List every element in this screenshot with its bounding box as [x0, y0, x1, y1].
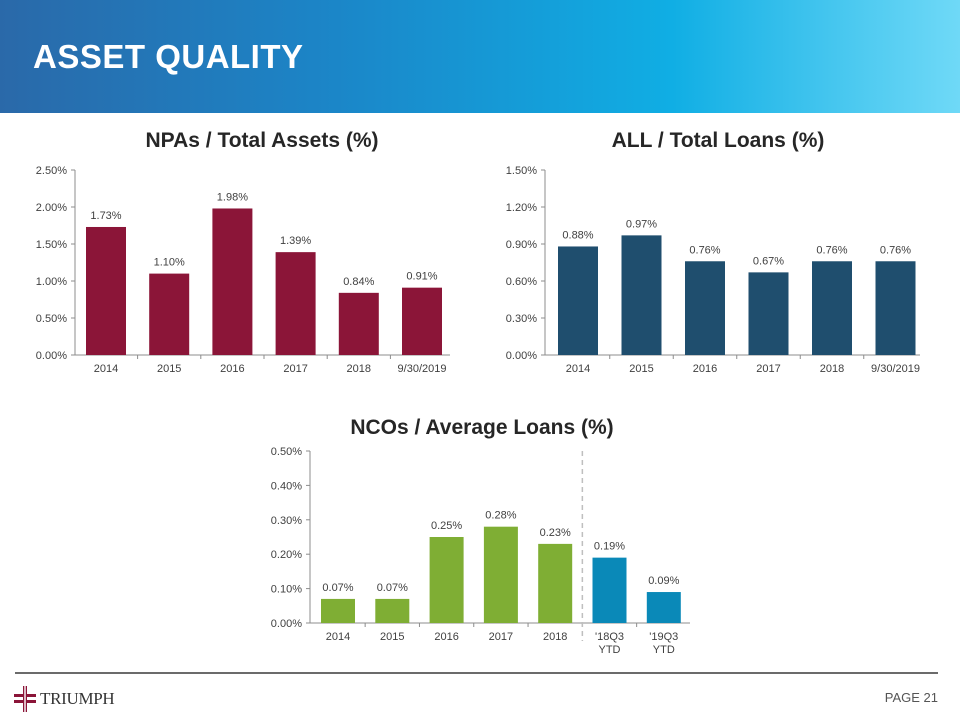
page-title: ASSET QUALITY	[33, 38, 304, 75]
chart-title: ALL / Total Loans (%)	[612, 129, 825, 152]
data-label: 0.88%	[562, 229, 593, 241]
bar	[483, 526, 518, 623]
chart-title: NCOs / Average Loans (%)	[350, 416, 613, 439]
y-tick-label: 2.50%	[36, 165, 67, 177]
chart-2: ALL / Total Loans (%) 0.00% 0.30% 0.60% 0.90…	[506, 129, 920, 375]
x-tick-label: 2017	[756, 363, 780, 375]
chart-1: NPAs / Total Assets (%) 0.00% 0.50% 1.00% 1.…	[36, 129, 450, 375]
triumph-logo: TRIUMPH	[14, 686, 115, 712]
x-tick-label: 2014	[566, 363, 590, 375]
data-label: 0.76%	[689, 244, 720, 256]
bar	[212, 208, 253, 355]
chart-title: NPAs / Total Assets (%)	[146, 129, 379, 152]
x-tick-label: 2016	[434, 631, 458, 643]
bar	[592, 557, 627, 623]
bar	[86, 226, 126, 355]
data-label: 0.23%	[540, 527, 571, 539]
y-tick-label: 0.50%	[271, 446, 302, 458]
y-tick-label: 0.00%	[271, 618, 302, 630]
data-label: 1.10%	[154, 257, 185, 269]
y-tick-label: 0.20%	[271, 549, 302, 561]
x-tick-label: '19Q3	[649, 631, 678, 643]
x-tick-label: 2014	[326, 631, 350, 643]
cross-logo-icon	[14, 686, 36, 712]
bar	[646, 592, 681, 623]
y-tick-label: 0.10%	[271, 584, 302, 596]
x-tick-label: 2016	[693, 363, 717, 375]
page-number: PAGE 21	[884, 690, 938, 705]
x-tick-label: 2015	[380, 631, 404, 643]
bar	[375, 598, 410, 623]
data-label: 0.67%	[753, 255, 784, 267]
x-tick-label: '18Q3	[595, 631, 624, 643]
x-tick-label: 2014	[94, 363, 118, 375]
data-label: 0.25%	[431, 520, 462, 532]
y-tick-label: 0.30%	[271, 515, 302, 527]
x-tick-label: 2015	[157, 363, 181, 375]
data-label: 1.98%	[217, 191, 248, 203]
x-tick-label: YTD	[653, 644, 675, 656]
y-tick-label: 0.30%	[506, 313, 537, 325]
y-tick-label: 2.00%	[36, 202, 67, 214]
y-tick-label: 0.00%	[36, 350, 67, 362]
y-tick-label: 1.50%	[36, 239, 67, 251]
x-tick-label: 2018	[820, 363, 844, 375]
data-label: 0.76%	[816, 244, 847, 256]
y-tick-label: 0.40%	[271, 480, 302, 492]
data-label: 0.07%	[377, 582, 408, 594]
bar	[621, 235, 662, 355]
y-tick-label: 0.00%	[506, 350, 537, 362]
y-tick-label: 1.20%	[506, 202, 537, 214]
footer-divider	[15, 672, 938, 674]
bar	[275, 252, 316, 355]
x-tick-label: 9/30/2019	[871, 363, 920, 375]
y-tick-label: 0.60%	[506, 276, 537, 288]
x-tick-label: 2016	[220, 363, 244, 375]
x-tick-label: 9/30/2019	[398, 363, 447, 375]
x-tick-label: 2018	[347, 363, 371, 375]
y-tick-label: 1.00%	[36, 276, 67, 288]
logo-text: TRIUMPH	[40, 689, 115, 708]
data-label: 1.73%	[90, 210, 121, 222]
data-label: 0.84%	[343, 276, 374, 288]
header-banner: ASSET QUALITY	[0, 0, 960, 113]
y-tick-label: 0.50%	[36, 313, 67, 325]
data-label: 0.19%	[594, 541, 625, 553]
bar	[321, 598, 355, 623]
bar	[402, 287, 442, 355]
x-tick-label: YTD	[599, 644, 621, 656]
data-label: 0.97%	[626, 218, 657, 230]
y-tick-label: 0.90%	[506, 239, 537, 251]
bar	[748, 272, 789, 355]
bar	[338, 292, 379, 355]
bar	[875, 261, 916, 355]
data-label: 0.09%	[648, 575, 679, 587]
data-label: 0.28%	[485, 510, 516, 522]
x-tick-label: 2017	[489, 631, 513, 643]
data-label: 0.07%	[322, 582, 353, 594]
bar	[149, 273, 190, 355]
y-tick-label: 1.50%	[506, 165, 537, 177]
data-label: 1.39%	[280, 235, 311, 247]
data-label: 0.91%	[406, 271, 437, 283]
chart-3: NCOs / Average Loans (%) 0.00% 0.10% 0.20% 0…	[271, 416, 690, 656]
x-tick-label: 2018	[543, 631, 567, 643]
data-label: 0.76%	[880, 244, 911, 256]
bar	[812, 261, 852, 355]
bar	[558, 246, 598, 355]
x-tick-label: 2017	[283, 363, 307, 375]
x-tick-label: 2015	[629, 363, 653, 375]
bar	[685, 261, 725, 355]
bar	[429, 537, 464, 623]
bar	[538, 543, 573, 623]
